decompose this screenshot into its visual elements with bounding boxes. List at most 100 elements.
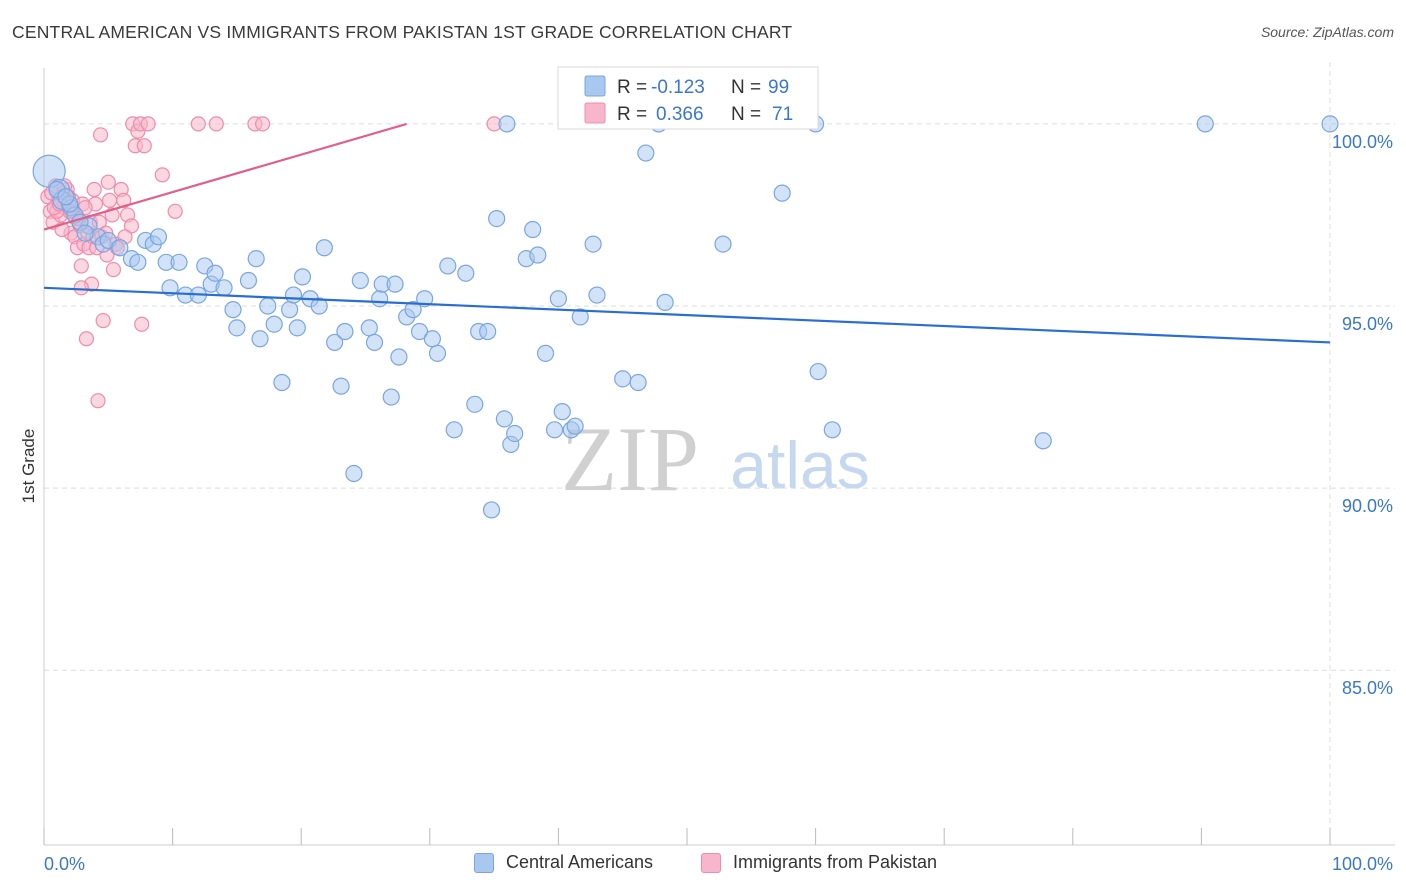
- blue-point: [281, 301, 299, 319]
- blue-point: [251, 330, 269, 348]
- bottom-legend-item-pink: Immigrants from Pakistan: [701, 852, 937, 873]
- blue-point: [773, 184, 791, 202]
- x-tick-label: 100.0%: [1332, 854, 1393, 874]
- blue-point: [428, 344, 447, 362]
- pink-point: [190, 116, 206, 132]
- watermark: ZIP atlas: [561, 408, 870, 510]
- grid-lines: [44, 62, 1395, 845]
- blue-point: [553, 403, 571, 421]
- blue-point: [129, 253, 147, 271]
- source-label: Source: ZipAtlas.com: [1260, 24, 1394, 40]
- blue-point: [332, 377, 350, 395]
- blue-point: [382, 388, 400, 406]
- blue-point: [656, 293, 674, 311]
- legend-n-value-pink: 71: [772, 104, 793, 125]
- blue-point: [76, 224, 94, 242]
- blue-point: [809, 362, 827, 381]
- blue-point: [536, 344, 555, 362]
- blue-point: [498, 115, 516, 133]
- blue-point: [265, 315, 283, 333]
- legend-r-value-blue: -0.123: [651, 77, 705, 98]
- pink-point: [208, 116, 224, 132]
- blue-point: [588, 286, 606, 304]
- blue-point: [549, 290, 568, 308]
- blue-point: [224, 301, 242, 319]
- blue-point: [823, 421, 841, 439]
- blue-point: [479, 322, 497, 341]
- blue-points: [32, 115, 1339, 519]
- blue-point: [482, 501, 501, 519]
- tick-labels: 85.0% 90.0% 95.0% 100.0% 0.0% 100.0%: [44, 132, 1393, 874]
- blue-point: [457, 264, 475, 282]
- pink-point: [73, 280, 89, 296]
- pink-point: [140, 116, 156, 132]
- blue-point: [488, 210, 506, 228]
- blue-point: [529, 246, 547, 264]
- watermark-atlas: atlas: [730, 428, 869, 502]
- pink-point: [78, 331, 95, 347]
- pink-points: [40, 116, 502, 409]
- y-tick-label: 85.0%: [1342, 678, 1393, 698]
- trend-line-blue: [43, 286, 1331, 344]
- legend-swatch-blue: [584, 75, 606, 97]
- blue-point: [404, 301, 422, 319]
- legend-n-value-blue: 99: [768, 77, 789, 98]
- blue-point: [614, 370, 632, 388]
- y-tick-label: 100.0%: [1332, 132, 1393, 152]
- pink-point: [134, 316, 150, 332]
- blue-point: [239, 271, 258, 290]
- axes: [43, 68, 1395, 846]
- legend-n-label-blue: N =: [731, 77, 761, 98]
- blue-point: [326, 333, 344, 352]
- blue-point: [247, 250, 265, 268]
- legend-n-label-pink: N =: [731, 104, 761, 125]
- chart-title: CENTRAL AMERICAN VS IMMIGRANTS FROM PAKI…: [12, 22, 793, 42]
- legend-swatch-pink: [584, 102, 606, 124]
- pink-point: [86, 181, 102, 198]
- watermark-zip: ZIP: [561, 408, 699, 510]
- blue-point: [161, 279, 179, 297]
- blue-point: [566, 417, 584, 435]
- blue-point: [259, 297, 277, 315]
- blue-point: [351, 271, 369, 290]
- blue-point: [206, 264, 224, 282]
- blue-point: [629, 373, 647, 392]
- legend-r-label-pink: R =: [617, 104, 647, 125]
- x-tick-label: 0.0%: [44, 854, 85, 874]
- trend-line-pink: [43, 122, 407, 231]
- legend-r-label-blue: R =: [617, 77, 647, 98]
- pink-point: [73, 258, 89, 274]
- bottom-legend-label-blue: Central Americans: [506, 852, 654, 872]
- blue-point: [284, 286, 303, 304]
- blue-point: [1321, 115, 1339, 133]
- trend-lines: [43, 122, 1331, 344]
- blue-point: [390, 348, 408, 366]
- pink-point: [100, 174, 116, 190]
- blue-point: [386, 275, 404, 293]
- blue-point: [57, 188, 75, 206]
- legend-r-value-pink: 0.366: [656, 104, 704, 125]
- blue-point: [423, 330, 441, 348]
- blue-point: [273, 373, 291, 392]
- blue-point: [315, 239, 333, 257]
- pink-point: [136, 138, 152, 154]
- blue-point: [288, 319, 306, 337]
- pink-point: [101, 192, 118, 208]
- blue-point: [1196, 115, 1214, 133]
- bottom-legend-item-blue: Central Americans: [474, 852, 653, 873]
- pink-point: [95, 312, 111, 329]
- blue-point: [410, 322, 429, 341]
- y-tick-label: 90.0%: [1342, 496, 1393, 516]
- bottom-legend-swatch-pink: [701, 852, 721, 873]
- blue-point: [495, 410, 513, 428]
- pink-point: [105, 261, 122, 278]
- blue-point: [345, 464, 363, 483]
- blue-point: [637, 144, 655, 162]
- blue-point: [310, 297, 328, 315]
- blue-point: [439, 257, 457, 275]
- blue-point: [336, 322, 354, 341]
- blue-point: [714, 235, 732, 253]
- pink-point: [90, 393, 106, 409]
- blue-point: [506, 424, 524, 443]
